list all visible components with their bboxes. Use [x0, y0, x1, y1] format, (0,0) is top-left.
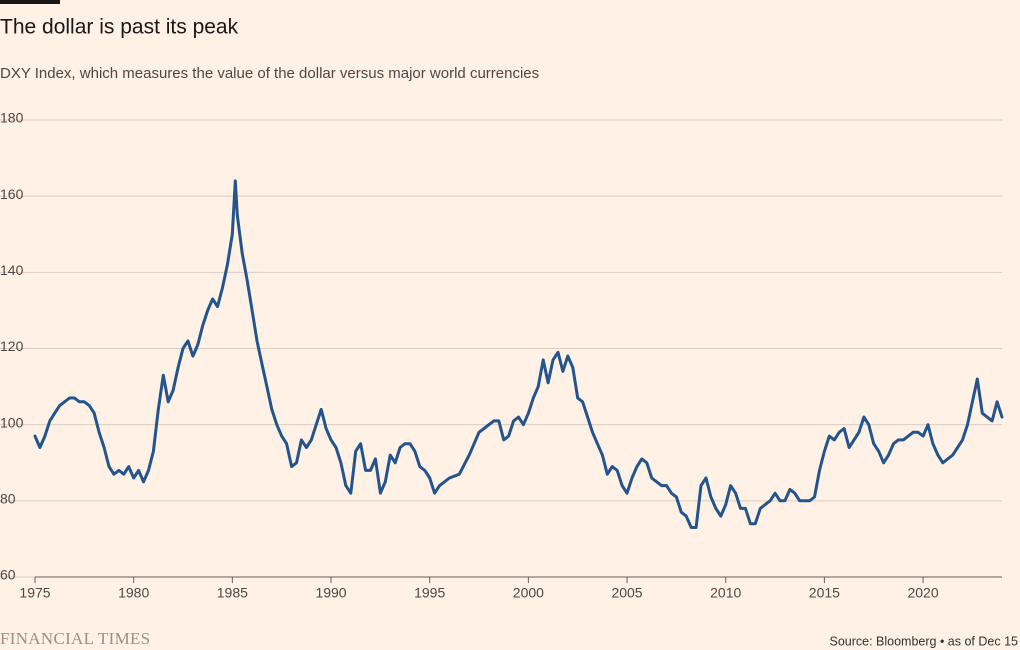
brand-bar: [0, 0, 60, 4]
y-tick-label: 180: [0, 110, 24, 126]
y-tick-label: 80: [0, 491, 16, 507]
y-tick-label: 120: [0, 338, 24, 354]
x-tick-label: 2015: [809, 585, 840, 601]
x-tick-label: 1985: [217, 585, 248, 601]
x-tick-label: 2020: [907, 585, 938, 601]
x-tick-label: 2005: [611, 585, 642, 601]
chart-title: The dollar is past its peak: [0, 16, 239, 39]
y-tick-label: 140: [0, 262, 24, 278]
x-tick-label: 2000: [513, 585, 544, 601]
y-tick-label: 160: [0, 186, 24, 202]
chart-subtitle: DXY Index, which measures the value of t…: [0, 65, 539, 82]
series-line: [33, 179, 1004, 529]
y-tick-label: 100: [0, 414, 24, 430]
y-tick-label: 60: [0, 567, 16, 583]
brand: FINANCIAL TIMES: [0, 629, 150, 648]
x-tick-label: 1990: [315, 585, 346, 601]
x-tick-label: 1995: [414, 585, 445, 601]
x-tick-label: 1980: [118, 585, 149, 601]
x-tick-label: 2010: [710, 585, 741, 601]
source: Source: Bloomberg • as of Dec 15: [829, 634, 1018, 648]
x-tick-label: 1975: [19, 585, 50, 601]
